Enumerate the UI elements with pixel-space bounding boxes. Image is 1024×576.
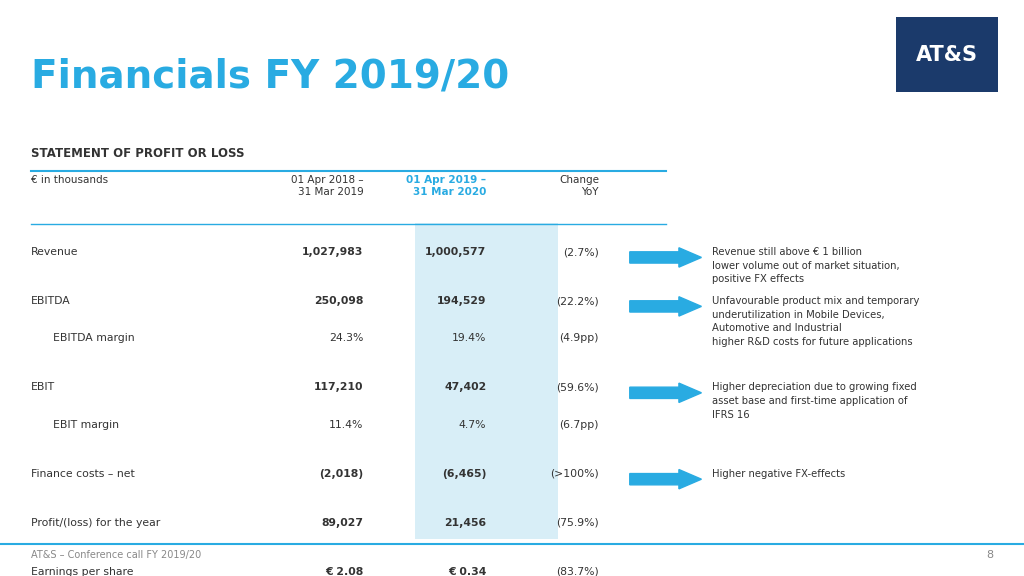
Text: (6,465): (6,465)	[442, 469, 486, 479]
Text: STATEMENT OF PROFIT OR LOSS: STATEMENT OF PROFIT OR LOSS	[31, 147, 244, 160]
Text: 01 Apr 2019 –
31 Mar 2020: 01 Apr 2019 – 31 Mar 2020	[407, 175, 486, 196]
Text: (59.6%): (59.6%)	[556, 382, 599, 392]
Text: EBIT margin: EBIT margin	[53, 420, 119, 430]
Text: AT&S: AT&S	[916, 45, 978, 65]
Polygon shape	[630, 383, 701, 403]
Text: 8: 8	[986, 550, 993, 560]
Text: (6.7pp): (6.7pp)	[559, 420, 599, 430]
Text: Profit/(loss) for the year: Profit/(loss) for the year	[31, 518, 160, 528]
Text: (>100%): (>100%)	[550, 469, 599, 479]
Text: Higher negative FX-effects: Higher negative FX-effects	[712, 469, 845, 479]
Text: Financials FY 2019/20: Financials FY 2019/20	[31, 58, 509, 96]
Text: 89,027: 89,027	[322, 518, 364, 528]
Text: (2.7%): (2.7%)	[563, 247, 599, 257]
Text: Revenue still above € 1 billion
lower volume out of market situation,
positive F: Revenue still above € 1 billion lower vo…	[712, 247, 899, 285]
Text: 21,456: 21,456	[444, 518, 486, 528]
Text: Earnings per share: Earnings per share	[31, 567, 133, 576]
Text: EBITDA margin: EBITDA margin	[53, 334, 135, 343]
Polygon shape	[630, 248, 701, 267]
Text: Higher depreciation due to growing fixed
asset base and first-time application o: Higher depreciation due to growing fixed…	[712, 382, 916, 420]
Text: (83.7%): (83.7%)	[556, 567, 599, 576]
Text: 01 Apr 2018 –
31 Mar 2019: 01 Apr 2018 – 31 Mar 2019	[291, 175, 364, 196]
Text: 19.4%: 19.4%	[452, 334, 486, 343]
Text: EBIT: EBIT	[31, 382, 55, 392]
Text: € 2.08: € 2.08	[326, 567, 364, 576]
Text: 47,402: 47,402	[444, 382, 486, 392]
Text: 250,098: 250,098	[314, 296, 364, 306]
Text: 11.4%: 11.4%	[329, 420, 364, 430]
FancyBboxPatch shape	[896, 17, 998, 92]
Text: € in thousands: € in thousands	[31, 175, 108, 185]
Polygon shape	[630, 297, 701, 316]
FancyBboxPatch shape	[415, 223, 558, 539]
Text: 4.7%: 4.7%	[459, 420, 486, 430]
Text: 194,529: 194,529	[437, 296, 486, 306]
Text: (4.9pp): (4.9pp)	[559, 334, 599, 343]
Text: 1,000,577: 1,000,577	[425, 247, 486, 257]
Text: Change
YoY: Change YoY	[559, 175, 599, 196]
Text: € 0.34: € 0.34	[449, 567, 486, 576]
Text: EBITDA: EBITDA	[31, 296, 71, 306]
Text: Revenue: Revenue	[31, 247, 78, 257]
Text: 1,027,983: 1,027,983	[302, 247, 364, 257]
Text: 24.3%: 24.3%	[329, 334, 364, 343]
Text: (2,018): (2,018)	[319, 469, 364, 479]
Text: (75.9%): (75.9%)	[556, 518, 599, 528]
Text: 117,210: 117,210	[314, 382, 364, 392]
Text: Finance costs – net: Finance costs – net	[31, 469, 134, 479]
Polygon shape	[630, 469, 701, 489]
Text: (22.2%): (22.2%)	[556, 296, 599, 306]
Text: AT&S – Conference call FY 2019/20: AT&S – Conference call FY 2019/20	[31, 550, 201, 560]
Text: Unfavourable product mix and temporary
underutilization in Mobile Devices,
Autom: Unfavourable product mix and temporary u…	[712, 296, 920, 347]
